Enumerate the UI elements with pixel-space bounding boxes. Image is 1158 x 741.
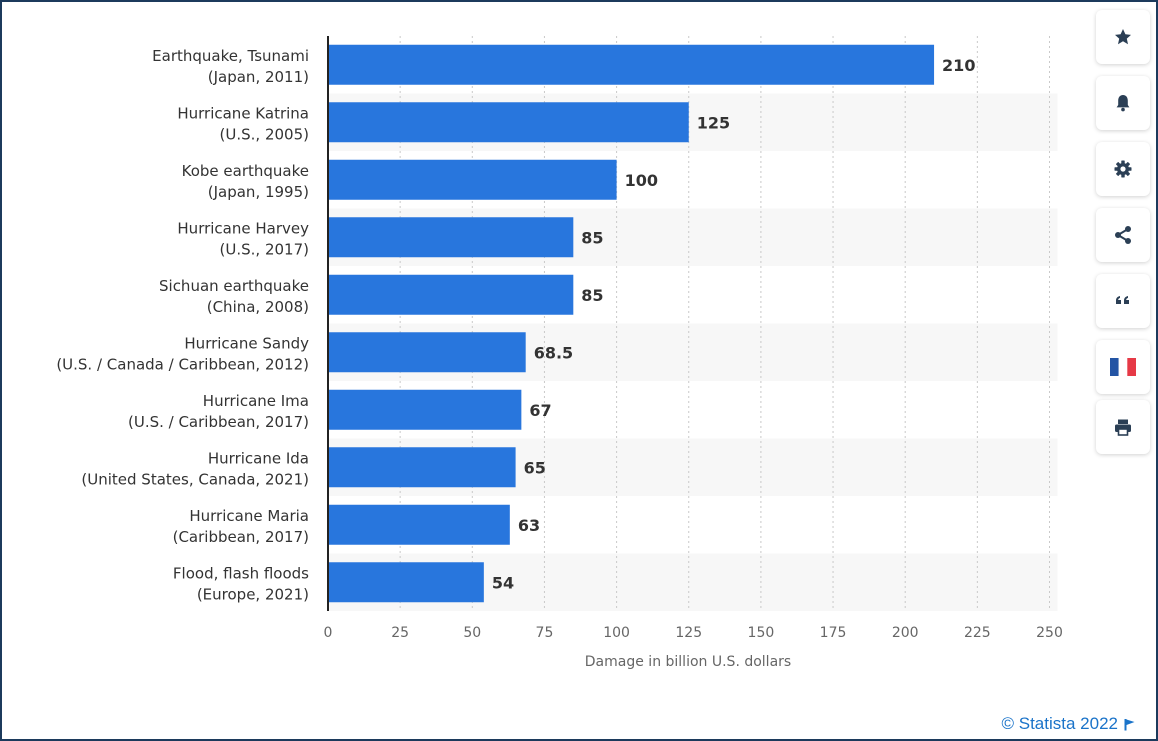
bar [328,332,526,373]
x-tick-label: 50 [463,625,481,641]
category-sublabel: (United States, Canada, 2021) [81,470,309,488]
bar-value-label: 85 [581,228,603,247]
share-icon [1115,226,1131,244]
category-label: Kobe earthquake [182,162,309,180]
category-sublabel: (U.S. / Canada / Caribbean, 2012) [56,355,309,373]
category-sublabel: (U.S., 2017) [220,240,309,258]
category-sublabel: (Europe, 2021) [197,585,309,603]
notification-button[interactable] [1096,76,1150,130]
bar-value-label: 125 [697,113,730,132]
language-button[interactable] [1096,340,1150,394]
cite-button[interactable] [1096,274,1150,328]
category-sublabel: (U.S., 2005) [220,125,309,143]
bar [328,159,617,200]
category-sublabel: (Japan, 1995) [208,183,309,201]
bar-value-label: 85 [581,286,603,305]
flag-fr-icon [1110,358,1136,376]
bar [328,389,522,430]
share-button[interactable] [1096,208,1150,262]
category-sublabel: (U.S. / Caribbean, 2017) [128,413,309,431]
x-tick-label: 75 [536,625,554,641]
flag-icon [1124,718,1135,730]
bar-value-label: 54 [492,573,514,592]
category-label: Hurricane Katrina [177,104,309,122]
print-icon [1115,419,1131,436]
star-icon [1115,29,1131,45]
category-label: Hurricane Harvey [177,219,309,237]
x-tick-label: 250 [1036,625,1063,641]
category-label: Sichuan earthquake [159,277,309,295]
credit-text: © Statista 2022 [1001,714,1119,733]
category-label: Flood, flash floods [173,564,309,582]
category-label: Hurricane Maria [189,507,309,525]
category-label: Hurricane Ida [208,449,309,467]
x-tick-label: 200 [892,625,919,641]
bar-value-label: 68.5 [534,343,573,362]
category-label: Hurricane Sandy [184,334,309,352]
bar-value-label: 63 [518,516,540,535]
bar [328,217,574,258]
bell-icon [1116,95,1130,112]
category-sublabel: (China, 2008) [207,298,309,316]
x-tick-label: 175 [820,625,847,641]
bar [328,504,510,545]
gear-icon [1114,160,1132,178]
print-button[interactable] [1096,400,1150,454]
x-tick-label: 225 [964,625,991,641]
x-axis-title: Damage in billion U.S. dollars [585,654,791,670]
bar [328,447,516,488]
x-tick-label: 150 [748,625,775,641]
bar-value-label: 100 [625,171,658,190]
bar-value-label: 65 [524,458,546,477]
category-sublabel: (Japan, 2011) [208,68,309,86]
category-label: Earthquake, Tsunami [152,47,309,65]
settings-button[interactable] [1096,142,1150,196]
x-tick-label: 25 [391,625,409,641]
star-button[interactable] [1096,10,1150,64]
bar [328,274,574,315]
statista-credit[interactable]: © Statista 2022 [1002,714,1137,734]
x-tick-label: 125 [675,625,702,641]
bar-value-label: 210 [942,56,975,75]
x-tick-label: 100 [603,625,630,641]
bar-value-label: 67 [529,401,551,420]
category-label: Hurricane Ima [203,392,309,410]
bar [328,562,484,603]
quote-icon [1116,296,1129,304]
bar [328,44,935,85]
category-sublabel: (Caribbean, 2017) [173,528,309,546]
x-tick-label: 0 [324,625,333,641]
bar [328,102,689,143]
